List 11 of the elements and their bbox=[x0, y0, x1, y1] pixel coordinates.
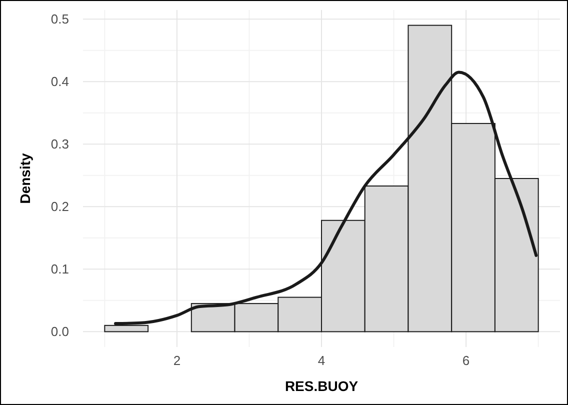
x-tick-label: 2 bbox=[173, 353, 181, 368]
y-tick-label: 0.4 bbox=[50, 74, 69, 90]
y-tick-label: 0.3 bbox=[50, 136, 69, 152]
y-tick-label: 0.0 bbox=[50, 324, 69, 340]
y-axis-title: Density bbox=[17, 153, 33, 204]
x-tick-label: 6 bbox=[462, 353, 470, 368]
y-tick-label: 0.5 bbox=[50, 12, 69, 27]
y-tick-label: 0.1 bbox=[50, 262, 69, 277]
x-axis-title: RES.BUOY bbox=[284, 378, 359, 394]
x-tick-label: 4 bbox=[318, 353, 326, 368]
y-tick-label: 0.2 bbox=[50, 199, 69, 214]
